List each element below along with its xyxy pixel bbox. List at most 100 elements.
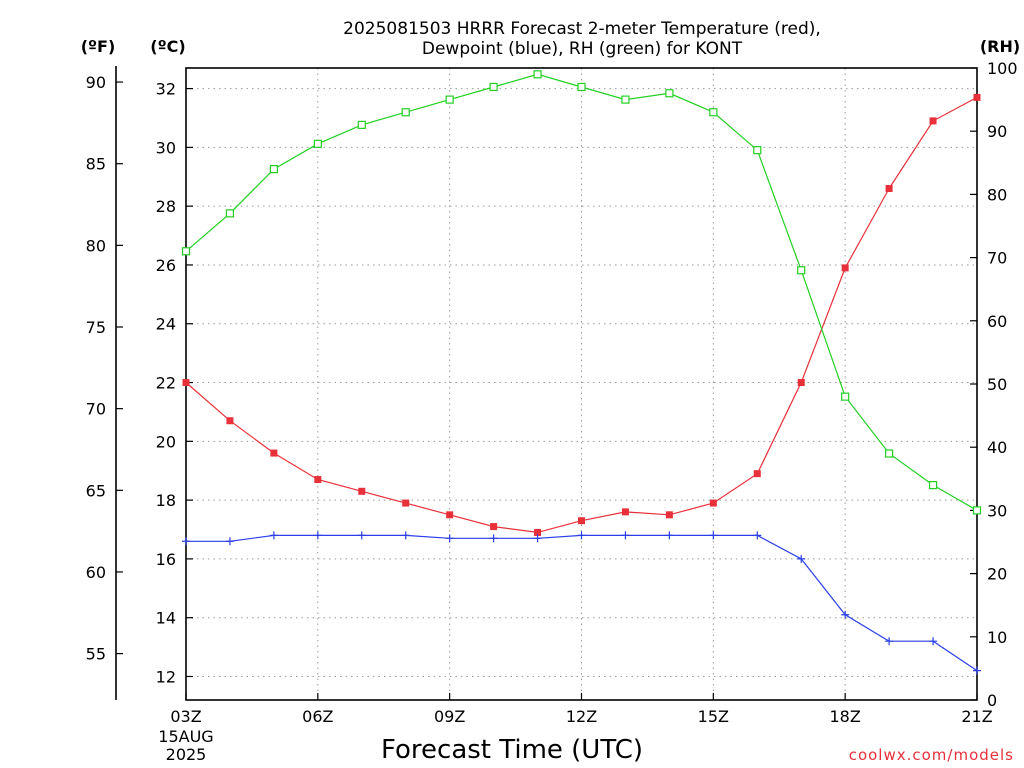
temperature-point: [841, 264, 849, 272]
celsius-tick-label: 32: [156, 80, 176, 99]
rh-series: [181, 70, 982, 515]
x-tick-label: 03Z: [170, 707, 201, 726]
rh-point: [753, 146, 762, 155]
rh-tick-label: 40: [987, 438, 1007, 457]
dewpoint-point: [577, 531, 586, 540]
temperature-point: [358, 487, 366, 495]
fahrenheit-tick-label: 75: [86, 318, 106, 337]
rh-tick-label: 70: [987, 249, 1007, 268]
dewpoint-point: [401, 531, 410, 540]
fahrenheit-tick-label: 70: [86, 400, 106, 419]
celsius-tick-label: 16: [156, 550, 176, 569]
temperature-point: [578, 517, 585, 525]
fahrenheit-tick-label: 80: [86, 236, 106, 255]
rh-point: [445, 95, 454, 104]
celsius-tick-label: 28: [156, 197, 176, 216]
x-tick-label: 09Z: [434, 707, 465, 726]
temperature-point: [534, 528, 542, 536]
temperature-point: [446, 511, 454, 519]
dewpoint-point: [841, 610, 850, 619]
temperature-point: [797, 379, 805, 387]
dewpoint-point: [269, 531, 278, 540]
rh-point: [313, 139, 322, 148]
rh-point: [225, 209, 235, 218]
rh-tick-label: 100: [987, 59, 1018, 78]
dewpoint-point: [313, 531, 322, 540]
temperature-point: [226, 417, 234, 425]
rh-point: [972, 506, 982, 515]
celsius-tick-label: 20: [156, 432, 176, 451]
dewpoint-point: [225, 537, 234, 546]
rh-point: [885, 449, 894, 458]
series: [181, 70, 982, 675]
temperature-point: [665, 511, 673, 519]
temperature-point: [885, 185, 893, 193]
x-tick-label: 12Z: [566, 707, 597, 726]
celsius-tick-label: 22: [156, 374, 176, 393]
rh-point: [181, 247, 191, 256]
credit-link[interactable]: coolwx.com/models: [849, 746, 1014, 764]
temperature-point: [621, 508, 629, 516]
rh-point: [928, 481, 938, 490]
dewpoint-point: [709, 531, 718, 540]
rh-point: [841, 392, 850, 401]
rh-point: [665, 89, 674, 98]
dewpoint-point: [929, 637, 938, 646]
temperature-point: [929, 117, 937, 125]
rh-point: [401, 108, 410, 117]
dewpoint-point: [665, 531, 674, 540]
temperature-point: [709, 499, 717, 507]
celsius-tick-label: 26: [156, 256, 176, 275]
fahrenheit-tick-label: 65: [86, 481, 106, 500]
rh-point: [357, 120, 366, 129]
temperature-point: [182, 379, 190, 387]
dewpoint-point: [885, 637, 894, 646]
dewpoint-point: [445, 534, 454, 543]
temperature-point: [753, 470, 761, 478]
rh-point: [709, 108, 718, 117]
temperature-point: [490, 523, 498, 531]
rh-tick-label: 90: [987, 122, 1007, 141]
x-tick-label: 15Z: [698, 707, 729, 726]
dewpoint-point: [753, 531, 762, 540]
celsius-tick-label: 12: [156, 667, 176, 686]
dewpoint-point: [489, 534, 498, 543]
x-tick-label: 18Z: [830, 707, 861, 726]
x-date-line-1: 15AUG: [158, 727, 213, 746]
fahrenheit-tick-label: 90: [86, 73, 106, 92]
dewpoint-point: [621, 531, 630, 540]
rh-point: [489, 82, 498, 92]
dewpoint-series: [182, 531, 981, 675]
dewpoint-point: [797, 554, 806, 563]
axis-ticks: 03Z 06Z 09Z 12Z 15Z 18Z 21Z 12 14 16 18 20 22 24 26 28 3…: [86, 59, 1018, 726]
chart-subtitle: Dewpoint (blue), RH (green) for KONT: [422, 39, 743, 59]
dewpoint-point: [533, 534, 542, 543]
rh-point: [797, 266, 806, 275]
dewpoint-point: [357, 531, 366, 540]
chart-title: 2025081503 HRRR Forecast 2-meter Tempera…: [343, 19, 821, 39]
x-tick-label: 06Z: [302, 707, 333, 726]
rh-point: [577, 82, 586, 92]
rh-tick-label: 50: [987, 375, 1007, 394]
fahrenheit-unit-label: (ºF): [81, 37, 116, 56]
celsius-unit-label: (ºC): [150, 37, 185, 56]
temperature-point: [973, 93, 981, 101]
rh-point: [533, 70, 542, 79]
rh-tick-label: 20: [987, 565, 1007, 584]
fahrenheit-tick-label: 85: [86, 155, 106, 174]
rh-point: [269, 165, 278, 174]
celsius-tick-label: 30: [156, 138, 176, 157]
temperature-point: [402, 499, 410, 507]
rh-tick-label: 10: [987, 628, 1007, 647]
rh-tick-label: 60: [987, 312, 1007, 331]
dewpoint-point: [973, 666, 981, 675]
rh-unit-label: (RH): [980, 37, 1020, 56]
x-axis-label: Forecast Time (UTC): [381, 735, 643, 765]
temperature-point: [270, 449, 278, 457]
rh-tick-label: 0: [987, 691, 997, 710]
rh-point: [621, 95, 630, 104]
temperature-point: [314, 476, 322, 484]
dewpoint-point: [182, 537, 190, 546]
axes: [115, 66, 978, 701]
